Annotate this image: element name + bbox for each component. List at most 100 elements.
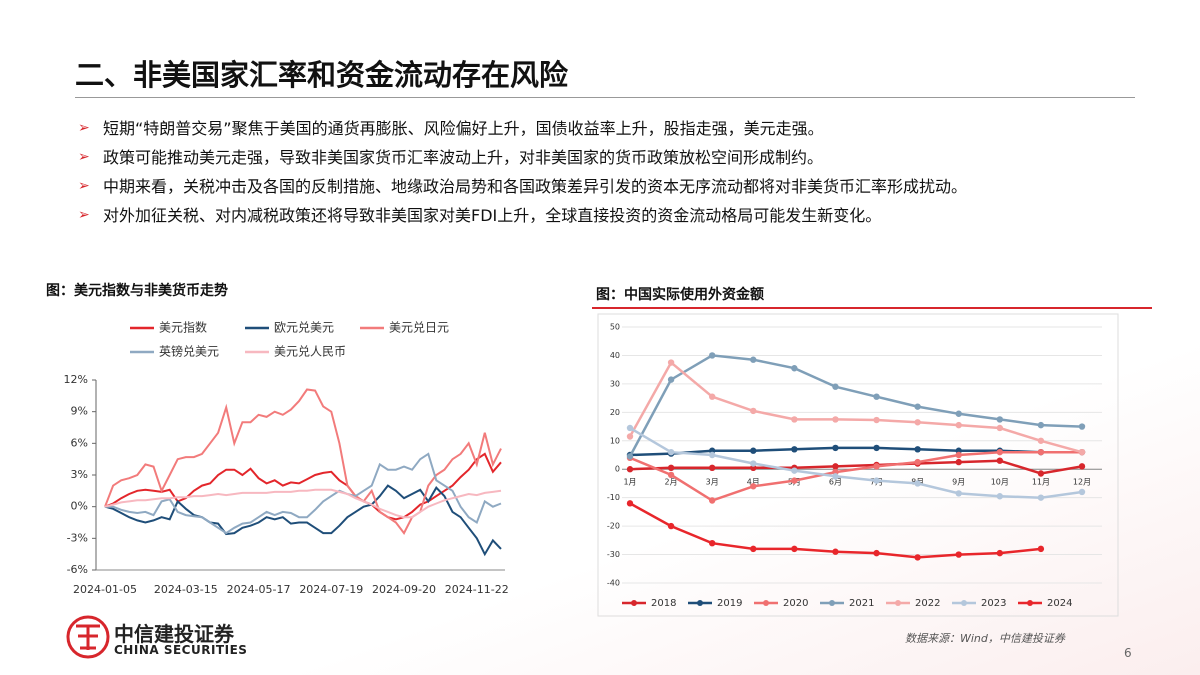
x-tick-label: 10月 xyxy=(991,478,1009,487)
point xyxy=(955,421,962,429)
point xyxy=(1078,488,1086,496)
y-tick-label: 6% xyxy=(71,436,88,449)
y-tick-label: -40 xyxy=(607,579,620,588)
x-tick-label: 2024-09-20 xyxy=(372,583,436,596)
point xyxy=(955,410,962,417)
point xyxy=(996,549,1004,557)
point xyxy=(1037,545,1045,553)
x-tick-label: 11月 xyxy=(1032,478,1050,487)
x-tick-label: 2月 xyxy=(665,478,678,487)
y-tick-label: 0 xyxy=(615,465,620,474)
series-line xyxy=(104,488,502,519)
bullet: 对外加征关税、对内减税政策还将导致非美国家对美FDI上升，全球直接投资的资金流动… xyxy=(75,201,1135,230)
y-tick-label: 3% xyxy=(71,468,88,481)
point xyxy=(626,424,634,432)
point xyxy=(914,419,921,426)
y-tick-label: -20 xyxy=(607,522,620,531)
point xyxy=(708,451,716,459)
point xyxy=(955,551,962,558)
y-tick-label: 10 xyxy=(610,436,620,445)
point xyxy=(708,539,716,547)
x-tick-label: 2024-05-17 xyxy=(227,583,291,596)
y-tick-label: 12% xyxy=(64,373,88,386)
chart-frame xyxy=(597,313,1119,617)
point xyxy=(667,448,675,456)
point xyxy=(667,359,675,366)
point xyxy=(791,545,798,553)
point xyxy=(914,446,921,453)
series-line xyxy=(629,450,1082,502)
x-tick-label: 2024-03-15 xyxy=(154,583,218,596)
point xyxy=(1078,448,1086,456)
point xyxy=(832,463,839,470)
point xyxy=(1037,448,1045,456)
point xyxy=(750,545,757,553)
series-line xyxy=(104,452,502,521)
point xyxy=(832,444,839,452)
chart-title: 图：中国实际使用外资金额 xyxy=(596,287,764,303)
legend-marker xyxy=(961,600,967,606)
point xyxy=(791,477,798,484)
y-tick-label: 50 xyxy=(610,323,620,332)
point xyxy=(873,393,880,400)
point xyxy=(667,464,675,471)
point xyxy=(914,480,921,487)
x-tick-label: 6月 xyxy=(829,478,842,487)
x-tick-label: 12月 xyxy=(1073,478,1091,487)
legend-label: 欧元兑美元 xyxy=(274,321,334,335)
legend-label: 美元兑人民币 xyxy=(274,345,346,359)
legend-marker xyxy=(631,600,637,606)
legend-label: 2023 xyxy=(981,598,1006,609)
series-line xyxy=(105,452,502,535)
point xyxy=(791,416,798,423)
point xyxy=(750,407,757,415)
y-tick-label: -10 xyxy=(607,493,620,502)
point xyxy=(832,416,839,423)
series-line xyxy=(628,354,1083,457)
point xyxy=(914,458,921,466)
point xyxy=(1037,494,1045,501)
point xyxy=(708,393,716,400)
point xyxy=(708,497,716,504)
series-line xyxy=(629,459,1083,475)
point xyxy=(708,464,716,471)
y-tick-label: -3% xyxy=(67,531,88,544)
point xyxy=(750,460,757,467)
bullet: 政策可能推动美元走强，导致非美国家货币汇率波动上升，对非美国家的货币政策放松空间… xyxy=(75,143,1135,172)
y-tick-label: -30 xyxy=(607,550,620,559)
point xyxy=(667,522,675,530)
x-tick-label: 4月 xyxy=(747,478,760,487)
legend-marker xyxy=(829,600,835,606)
point xyxy=(873,463,880,470)
point xyxy=(626,466,634,473)
point xyxy=(873,416,880,424)
x-tick-label: 9月 xyxy=(952,478,965,487)
series-line xyxy=(104,388,502,535)
legend-marker xyxy=(697,600,703,606)
legend-marker xyxy=(763,600,769,606)
bullet: 中期来看，关税冲击及各国的反制措施、地缘政治局势和各国政策差异引发的资本无序流动… xyxy=(75,172,1135,201)
point xyxy=(996,457,1004,464)
legend-marker xyxy=(895,600,901,606)
y-tick-label: 9% xyxy=(71,405,88,418)
legend-label: 2019 xyxy=(717,598,742,609)
point xyxy=(955,451,962,459)
series-line xyxy=(629,426,1083,499)
legend-label: 美元指数 xyxy=(159,320,207,335)
y-tick-label: 40 xyxy=(610,351,620,360)
legend-label: 英镑兑美元 xyxy=(159,344,219,359)
logo-text: 中信建投证券 xyxy=(114,622,234,646)
y-tick-label: 20 xyxy=(610,408,620,417)
logo-text: CHINA SECURITIES xyxy=(114,643,248,657)
point xyxy=(667,471,675,479)
y-tick-label: 0% xyxy=(71,500,88,513)
legend-label: 2018 xyxy=(651,598,676,609)
logo-mark xyxy=(66,615,110,659)
point xyxy=(873,477,880,484)
point xyxy=(914,403,921,410)
x-tick-label: 3月 xyxy=(706,478,719,487)
series-line xyxy=(628,360,1083,454)
legend-label: 2020 xyxy=(783,598,808,609)
y-tick-label: 30 xyxy=(610,379,620,388)
point xyxy=(996,416,1004,423)
